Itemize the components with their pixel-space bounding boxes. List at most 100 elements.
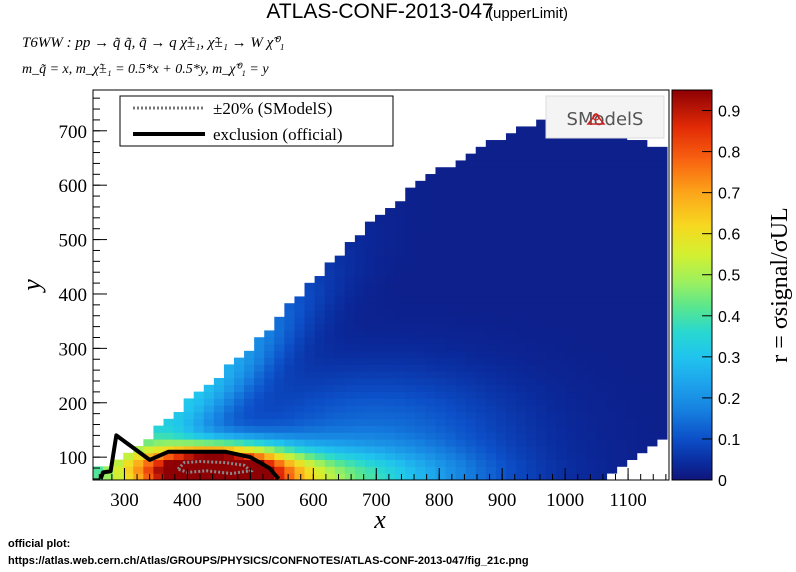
heatmap-cell [445, 364, 456, 372]
heatmap-cell [284, 350, 295, 359]
heatmap-cell [375, 384, 386, 393]
heatmap-cell [596, 350, 608, 359]
heatmap-cell [556, 405, 567, 413]
heatmap-cell [445, 194, 456, 202]
heatmap-cell [576, 214, 587, 223]
heatmap-cell [475, 248, 487, 257]
heatmap-cell [213, 418, 225, 427]
heatmap-cell [556, 337, 567, 345]
mass-line: m_q̃ = x, m_χ̃±₁ = 0.5*x + 0.5*y, m_χ̃⁰₁… [22, 62, 269, 77]
heatmap-cell [425, 391, 436, 399]
heatmap-cell [546, 412, 557, 420]
heatmap-cell [485, 248, 497, 257]
heatmap-cell [505, 289, 517, 297]
heatmap-cell [465, 378, 477, 386]
heatmap-cell [465, 371, 477, 379]
heatmap-cell [314, 473, 326, 480]
heatmap-cell [445, 371, 456, 379]
heatmap-cell [385, 398, 396, 406]
heatmap-cell [505, 140, 517, 148]
heatmap-cell [546, 153, 557, 161]
heatmap-cell [586, 418, 597, 427]
heatmap-cell [254, 466, 265, 474]
heatmap-cell [586, 398, 597, 406]
heatmap-cell [254, 473, 265, 480]
heatmap-cell [505, 160, 517, 168]
heatmap-cell [495, 412, 507, 420]
footnote-url[interactable]: https://atlas.web.cern.ch/Atlas/GROUPS/P… [8, 555, 529, 567]
heatmap-cell [516, 201, 527, 209]
heatmap-cell [385, 221, 396, 229]
heatmap-cell [183, 398, 195, 406]
heatmap-cell [344, 391, 356, 399]
heatmap-cell [415, 412, 426, 420]
heatmap-cell [616, 439, 628, 447]
heatmap-cell [546, 418, 557, 427]
heatmap-cell [465, 282, 477, 291]
heatmap-cell [405, 418, 416, 427]
heatmap-cell [435, 255, 446, 263]
heatmap-cell [364, 221, 376, 229]
heatmap-cell [234, 432, 245, 440]
heatmap-cell [586, 187, 597, 195]
heatmap-cell [626, 412, 638, 420]
heatmap-cell [475, 384, 487, 393]
heatmap-cell [536, 242, 547, 250]
heatmap-cell [314, 398, 326, 406]
heatmap-cell [385, 262, 396, 270]
heatmap-cell [626, 350, 638, 359]
heatmap-cell [274, 418, 285, 427]
heatmap-cell [334, 337, 346, 345]
heatmap-cell [364, 350, 376, 359]
heatmap-cell [516, 228, 527, 236]
heatmap-cell [475, 160, 487, 168]
heatmap-cell [254, 357, 265, 365]
heatmap-cell [626, 180, 638, 189]
heatmap-cell [475, 146, 487, 155]
heatmap-cell [385, 432, 396, 440]
heatmap-cell [455, 350, 467, 359]
heatmap-cell [566, 432, 577, 440]
heatmap-cell [606, 248, 618, 257]
heatmap-cell [576, 418, 587, 427]
heatmap-cell [516, 316, 527, 325]
heatmap-cell [566, 160, 577, 168]
heatmap-cell [566, 364, 577, 372]
heatmap-cell [475, 398, 487, 406]
heatmap-cell [314, 452, 326, 460]
heatmap-cell [495, 242, 507, 250]
heatmap-cell [475, 432, 487, 440]
heatmap-cell [636, 405, 648, 413]
heatmap-cell [606, 174, 618, 182]
heatmap-cell [395, 262, 406, 270]
heatmap-cell [556, 160, 567, 168]
heatmap-cell [485, 439, 497, 447]
heatmap-cell [445, 323, 456, 331]
heatmap-cell [606, 466, 618, 474]
heatmap-cell [546, 378, 557, 386]
heatmap-cell [344, 248, 356, 257]
heatmap-cell [657, 412, 668, 420]
heatmap-cell [495, 214, 507, 223]
heatmap-cell [616, 391, 628, 399]
heatmap-cell [566, 350, 577, 359]
heatmap-cell [475, 242, 487, 250]
heatmap-cell [354, 316, 366, 325]
heatmap-cell [435, 350, 446, 359]
heatmap-cell [465, 296, 477, 304]
heatmap-cell [485, 194, 497, 202]
heatmap-cell [536, 405, 547, 413]
heatmap-cell [616, 180, 628, 189]
heatmap-cell [616, 296, 628, 304]
heatmap-cell [505, 378, 517, 386]
heatmap-cell [465, 432, 477, 440]
heatmap-cell [606, 276, 618, 284]
heatmap-cell [455, 296, 467, 304]
heatmap-cell [193, 418, 205, 427]
heatmap-cell [536, 344, 547, 352]
heatmap-cell [636, 316, 648, 325]
heatmap-cell [324, 418, 336, 427]
heatmap-cell [556, 262, 567, 270]
heatmap-cell [536, 350, 547, 359]
heatmap-cell [596, 371, 608, 379]
